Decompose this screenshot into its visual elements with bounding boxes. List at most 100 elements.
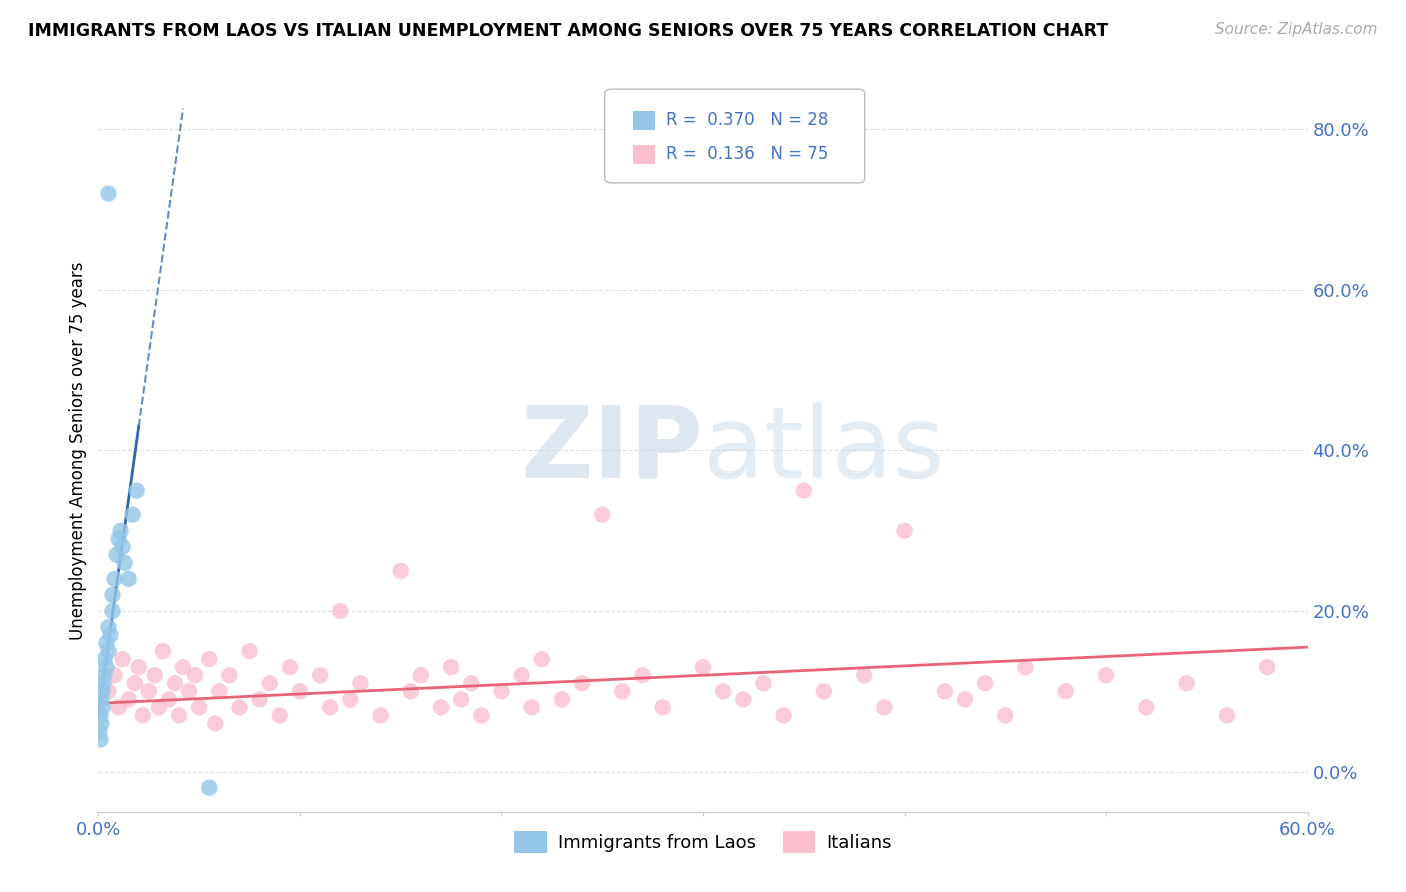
Point — [873, 700, 896, 714]
Point — [184, 668, 207, 682]
Point — [97, 684, 120, 698]
Point — [118, 692, 141, 706]
Point — [1135, 700, 1157, 714]
Point — [309, 668, 332, 682]
Point — [157, 692, 180, 706]
Text: ZIP: ZIP — [520, 402, 703, 499]
Point — [510, 668, 533, 682]
Point — [520, 700, 543, 714]
Point — [288, 684, 311, 698]
Point — [89, 708, 111, 723]
Point — [1175, 676, 1198, 690]
Point — [218, 668, 240, 682]
Point — [440, 660, 463, 674]
Point — [450, 692, 472, 706]
Point — [409, 668, 432, 682]
Point — [111, 540, 134, 554]
Point — [188, 700, 211, 714]
Point — [143, 668, 166, 682]
Point — [1054, 684, 1077, 698]
Point — [107, 700, 129, 714]
Point — [103, 668, 125, 682]
Point — [1014, 660, 1036, 674]
Point — [172, 660, 194, 674]
Legend: Immigrants from Laos, Italians: Immigrants from Laos, Italians — [508, 824, 898, 861]
Point — [132, 708, 155, 723]
Point — [370, 708, 392, 723]
Point — [934, 684, 956, 698]
Point — [118, 572, 141, 586]
Point — [100, 628, 122, 642]
Point — [651, 700, 673, 714]
Point — [93, 676, 115, 690]
Point — [733, 692, 755, 706]
Point — [430, 700, 453, 714]
Text: R =  0.370   N = 28: R = 0.370 N = 28 — [666, 112, 828, 129]
Point — [204, 716, 226, 731]
Point — [125, 483, 148, 498]
Point — [228, 700, 250, 714]
Point — [278, 660, 301, 674]
Point — [994, 708, 1017, 723]
Point — [249, 692, 271, 706]
Point — [111, 652, 134, 666]
Point — [93, 668, 115, 682]
Point — [551, 692, 574, 706]
Point — [105, 548, 128, 562]
Point — [148, 700, 170, 714]
Point — [198, 780, 221, 795]
Point — [124, 676, 146, 690]
Point — [167, 708, 190, 723]
Point — [893, 524, 915, 538]
Point — [349, 676, 371, 690]
Point — [319, 700, 342, 714]
Point — [853, 668, 876, 682]
Point — [692, 660, 714, 674]
Point — [163, 676, 186, 690]
Point — [591, 508, 613, 522]
Point — [772, 708, 794, 723]
Text: atlas: atlas — [703, 402, 945, 499]
Point — [93, 652, 115, 666]
Point — [90, 716, 112, 731]
Point — [97, 644, 120, 658]
Point — [128, 660, 150, 674]
Point — [460, 676, 482, 690]
Point — [752, 676, 775, 690]
Point — [114, 556, 136, 570]
Point — [571, 676, 593, 690]
Point — [259, 676, 281, 690]
Y-axis label: Unemployment Among Seniors over 75 years: Unemployment Among Seniors over 75 years — [69, 261, 87, 640]
Point — [239, 644, 262, 658]
Point — [399, 684, 422, 698]
Point — [97, 186, 120, 201]
Point — [107, 532, 129, 546]
Point — [198, 652, 221, 666]
Point — [389, 564, 412, 578]
Point — [97, 620, 120, 634]
Text: Source: ZipAtlas.com: Source: ZipAtlas.com — [1215, 22, 1378, 37]
Point — [91, 684, 114, 698]
Point — [101, 604, 124, 618]
Point — [470, 708, 492, 723]
Point — [612, 684, 634, 698]
Point — [813, 684, 835, 698]
Point — [974, 676, 997, 690]
Point — [103, 572, 125, 586]
Point — [491, 684, 513, 698]
Text: R =  0.136   N = 75: R = 0.136 N = 75 — [666, 145, 828, 163]
Point — [96, 636, 118, 650]
Point — [121, 508, 143, 522]
Point — [96, 660, 118, 674]
Point — [101, 588, 124, 602]
Point — [90, 692, 112, 706]
Point — [138, 684, 160, 698]
Point — [530, 652, 553, 666]
Point — [711, 684, 734, 698]
Point — [1256, 660, 1278, 674]
Point — [1095, 668, 1118, 682]
Point — [1216, 708, 1239, 723]
Point — [953, 692, 976, 706]
Text: IMMIGRANTS FROM LAOS VS ITALIAN UNEMPLOYMENT AMONG SENIORS OVER 75 YEARS CORRELA: IMMIGRANTS FROM LAOS VS ITALIAN UNEMPLOY… — [28, 22, 1108, 40]
Point — [89, 724, 111, 739]
